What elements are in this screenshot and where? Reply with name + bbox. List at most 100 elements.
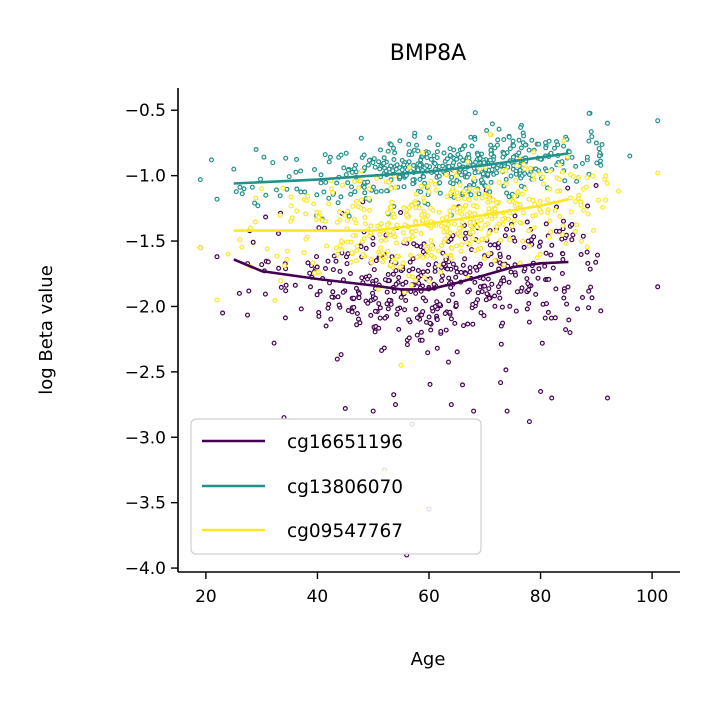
- scatter-point: [453, 265, 459, 271]
- scatter-point: [410, 234, 416, 240]
- scatter-point: [209, 157, 215, 163]
- scatter-point: [486, 230, 492, 236]
- scatter-point: [356, 291, 362, 297]
- scatter-point: [456, 162, 462, 168]
- scatter-point: [305, 193, 311, 199]
- scatter-point: [220, 310, 226, 316]
- scatter-point: [593, 183, 599, 189]
- scatter-point: [419, 149, 425, 155]
- scatter-point: [282, 315, 288, 321]
- scatter-point: [333, 258, 339, 264]
- scatter-point: [470, 321, 476, 327]
- scatter-point: [586, 110, 592, 116]
- scatter-point: [447, 146, 453, 152]
- scatter-point: [465, 159, 471, 165]
- scatter-point: [594, 160, 600, 166]
- scatter-point: [420, 249, 426, 255]
- scatter-point: [392, 259, 398, 265]
- scatter-point: [472, 187, 478, 193]
- scatter-point: [585, 203, 591, 209]
- scatter-point: [482, 283, 488, 289]
- scatter-point: [435, 248, 441, 254]
- scatter-point: [419, 337, 425, 343]
- scatter-point: [464, 174, 470, 180]
- scatter-point: [352, 189, 358, 195]
- scatter-point: [492, 242, 498, 248]
- scatter-point: [560, 218, 566, 224]
- scatter-point: [449, 174, 455, 180]
- scatter-point: [264, 246, 270, 252]
- scatter-point: [225, 251, 231, 257]
- scatter-point: [384, 289, 390, 295]
- scatter-point: [524, 306, 530, 312]
- scatter-point: [574, 178, 580, 184]
- scatter-point: [512, 272, 518, 278]
- scatter-point: [494, 223, 500, 229]
- scatter-point: [348, 259, 354, 265]
- scatter-point: [381, 155, 387, 161]
- scatter-point: [442, 311, 448, 317]
- scatter-point: [282, 263, 288, 269]
- scatter-point: [438, 243, 444, 249]
- scatter-point: [481, 313, 487, 319]
- scatter-point: [312, 167, 318, 173]
- scatter-point: [479, 289, 485, 295]
- scatter-point: [418, 230, 424, 236]
- scatter-point: [447, 230, 453, 236]
- scatter-point: [355, 204, 361, 210]
- scatter-point: [397, 138, 403, 144]
- scatter-point: [259, 186, 265, 192]
- scatter-point: [305, 260, 311, 266]
- scatter-point: [454, 243, 460, 249]
- scatter-point: [314, 209, 320, 215]
- scatter-point: [428, 178, 434, 184]
- scatter-point: [578, 202, 584, 208]
- scatter-point: [534, 255, 540, 261]
- scatter-point: [413, 201, 419, 207]
- scatter-point: [531, 234, 537, 240]
- scatter-points: [197, 110, 661, 558]
- scatter-point: [525, 281, 531, 287]
- scatter-point: [487, 157, 493, 163]
- scatter-point: [396, 275, 402, 281]
- scatter-point: [474, 224, 480, 230]
- scatter-point: [462, 143, 468, 149]
- scatter-point: [237, 184, 243, 190]
- scatter-point: [545, 309, 551, 315]
- scatter-point: [338, 194, 344, 200]
- scatter-point: [409, 282, 415, 288]
- scatter-point: [557, 162, 563, 168]
- scatter-point: [361, 152, 367, 158]
- scatter-point: [452, 320, 458, 326]
- scatter-point: [482, 222, 488, 228]
- scatter-point: [427, 320, 433, 326]
- scatter-point: [314, 264, 320, 270]
- scatter-point: [539, 340, 545, 346]
- scatter-point: [563, 327, 569, 333]
- y-tick-label: −3.0: [125, 428, 166, 448]
- scatter-point: [280, 185, 286, 191]
- scatter-point: [446, 359, 452, 365]
- scatter-point: [391, 289, 397, 295]
- scatter-point: [563, 241, 569, 247]
- scatter-point: [335, 200, 341, 206]
- scatter-point: [415, 167, 421, 173]
- scatter-point: [487, 189, 493, 195]
- scatter-point: [547, 168, 553, 174]
- scatter-point: [366, 273, 372, 279]
- scatter-point: [503, 181, 509, 187]
- scatter-point: [262, 291, 268, 297]
- scatter-point: [524, 219, 530, 225]
- scatter-point: [562, 178, 568, 184]
- scatter-point: [486, 286, 492, 292]
- scatter-point: [449, 245, 455, 251]
- scatter-point: [438, 328, 444, 334]
- scatter-point: [413, 220, 419, 226]
- scatter-point: [328, 316, 334, 322]
- scatter-point: [236, 290, 242, 296]
- scatter-point: [537, 198, 543, 204]
- scatter-point: [448, 316, 454, 322]
- scatter-point: [522, 166, 528, 172]
- scatter-point: [263, 214, 269, 220]
- scatter-point: [288, 203, 294, 209]
